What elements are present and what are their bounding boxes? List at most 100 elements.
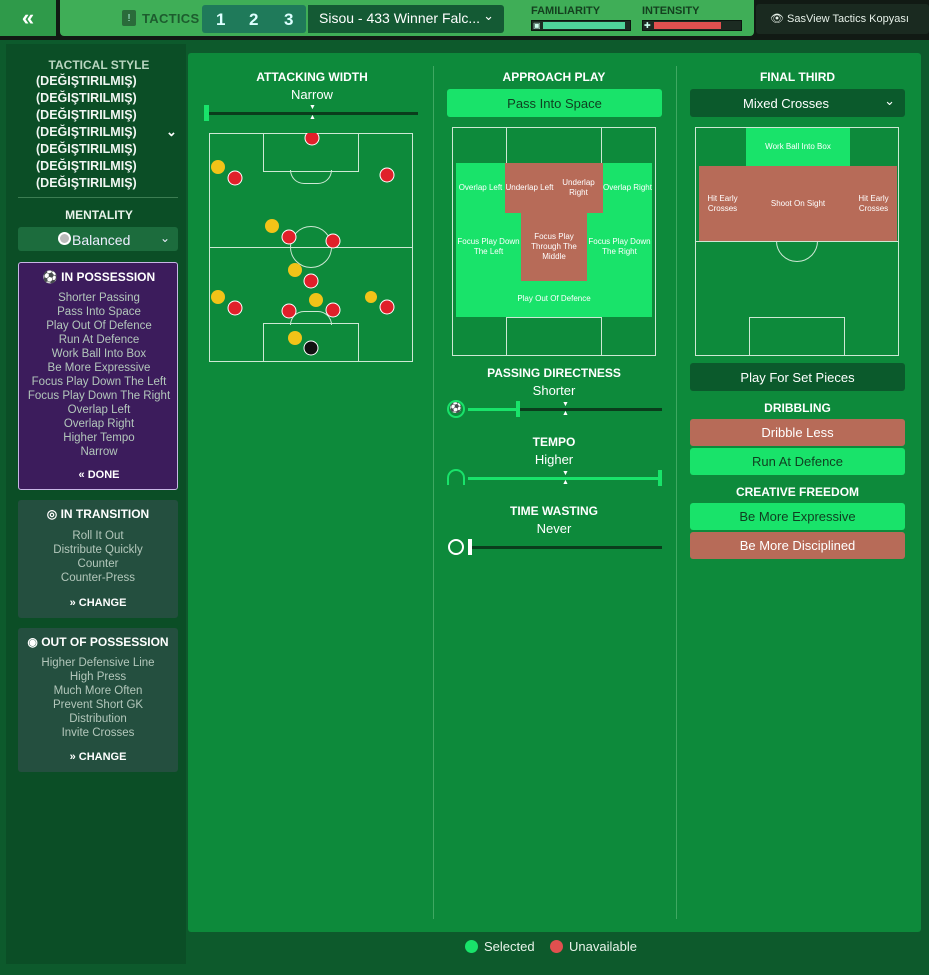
- chevron-down-icon: ⌄: [884, 93, 895, 108]
- shield-icon: ◉: [27, 635, 42, 649]
- tempo-title: TEMPO: [532, 435, 576, 449]
- tempo-value: Higher: [534, 452, 574, 467]
- in-transition-card[interactable]: ◎ IN TRANSITION Roll It Out Distribute Q…: [18, 500, 178, 618]
- double-chevron-left-icon: «: [78, 469, 88, 481]
- list-item: Distribute Quickly: [53, 544, 143, 556]
- zone-overlap-right[interactable]: Overlap Right: [603, 163, 652, 213]
- double-chevron-left-icon: «: [21, 5, 35, 30]
- intensity-label: INTENSITY: [642, 5, 700, 17]
- list-item: Pass Into Space: [57, 306, 141, 318]
- list-item: Overlap Right: [63, 418, 135, 430]
- zone-overlap-left[interactable]: Overlap Left: [456, 163, 505, 213]
- done-button[interactable]: « DONE: [78, 469, 120, 481]
- familiarity-fill: [543, 22, 625, 29]
- list-item: Counter-Press: [60, 572, 136, 584]
- chevron-down-icon: ⌄: [159, 231, 170, 245]
- tactical-style-line: (DEĞIŞTIRILMIŞ): [36, 159, 137, 173]
- ball-icon: ⚽: [447, 400, 465, 418]
- zone-shoot-on-sight[interactable]: Shoot On Sight: [746, 166, 850, 241]
- list-item: Higher Defensive Line: [41, 657, 155, 669]
- tactical-style-line: (DEĞIŞTIRILMIŞ): [36, 142, 137, 156]
- tempo-handle[interactable]: [658, 470, 662, 486]
- unavailable-legend-dot: [550, 940, 563, 953]
- list-item: Narrow: [80, 446, 118, 458]
- list-item: Run At Defence: [58, 334, 140, 346]
- column-divider: [433, 66, 434, 919]
- play-for-set-pieces-button[interactable]: Play For Set Pieces: [690, 363, 905, 391]
- list-item: Focus Play Down The Right: [27, 390, 171, 402]
- pass-into-space-button[interactable]: Pass Into Space: [447, 89, 662, 117]
- tactic-slot-3[interactable]: 3: [284, 10, 294, 29]
- chevron-down-icon[interactable]: ⌄: [166, 124, 177, 139]
- tactical-style-title: TACTICAL STYLE: [48, 58, 150, 72]
- be-more-expressive-button[interactable]: Be More Expressive: [690, 503, 905, 530]
- zone-focus-right[interactable]: Focus Play Down The Right: [587, 213, 652, 281]
- list-item: Distribution: [69, 713, 127, 725]
- marker-icon: ▲: [562, 410, 569, 417]
- zone-play-out[interactable]: Play Out Of Defence: [456, 281, 652, 317]
- change-button[interactable]: » CHANGE: [69, 751, 127, 763]
- tactical-style-line: (DEĞIŞTIRILMIŞ): [36, 74, 137, 88]
- list-item: Much More Often: [53, 685, 143, 697]
- zone-work-ball[interactable]: Work Ball Into Box: [746, 128, 850, 166]
- list-item: Shorter Passing: [58, 292, 140, 304]
- attacking-width-handle[interactable]: [204, 105, 209, 121]
- passing-directness-handle[interactable]: [516, 401, 520, 417]
- list-item: Overlap Left: [67, 404, 131, 416]
- list-item: Be More Expressive: [47, 362, 151, 374]
- intensity-icon: ✚: [644, 21, 651, 30]
- final-third-dropdown[interactable]: Mixed Crosses ⌄: [690, 89, 905, 117]
- double-chevron-right-icon: »: [69, 751, 79, 763]
- passing-directness-slider[interactable]: [468, 408, 662, 411]
- balanced-icon: [58, 232, 71, 245]
- tactic-slot-2[interactable]: 2: [249, 10, 259, 29]
- out-of-possession-title: ◉ OUT OF POSSESSION: [27, 635, 169, 649]
- zone-underlap-left[interactable]: Underlap Left: [505, 163, 554, 213]
- in-transition-title: ◎ IN TRANSITION: [46, 507, 150, 521]
- passing-directness-value: Shorter: [532, 383, 576, 398]
- run-at-defence-button[interactable]: Run At Defence: [690, 448, 905, 475]
- zone-underlap-right[interactable]: Underlap Right: [554, 163, 603, 213]
- time-wasting-slider[interactable]: [468, 546, 662, 549]
- marker-icon: ▼: [562, 470, 569, 477]
- intensity-bar: ✚: [642, 20, 742, 31]
- attacking-width-value: Narrow: [291, 87, 333, 102]
- tactic-name-dropdown[interactable]: Sisou - 433 Winner Falc... ⌄: [308, 5, 504, 33]
- in-possession-title: ⚽ IN POSSESSION: [42, 270, 156, 284]
- list-item: Prevent Short GK: [52, 699, 144, 711]
- tactics-icon: !: [122, 10, 136, 26]
- familiarity-bar: ▣: [531, 20, 631, 31]
- selected-legend-dot: [465, 940, 478, 953]
- familiarity-label: FAMILIARITY: [531, 5, 601, 17]
- attacking-width-title: ATTACKING WIDTH: [256, 70, 368, 84]
- sasview-button[interactable]: 👁 SasView Tactics Kopyası: [756, 4, 929, 34]
- tactical-style-line: (DEĞIŞTIRILMIŞ): [36, 176, 137, 190]
- stopwatch-icon: [448, 539, 464, 555]
- mentality-dropdown[interactable]: Balanced ⌄: [18, 227, 178, 251]
- dribble-less-button[interactable]: Dribble Less: [690, 419, 905, 446]
- back-button[interactable]: «: [0, 0, 56, 36]
- approach-pitch: Overlap Left Underlap Left Underlap Righ…: [452, 127, 656, 356]
- tactic-slot-1[interactable]: 1: [216, 10, 226, 29]
- change-button[interactable]: » CHANGE: [69, 597, 127, 609]
- time-wasting-handle[interactable]: [468, 539, 472, 555]
- tactic-slots: 1 2 3: [202, 5, 306, 33]
- ball-icon: ⚽: [42, 270, 62, 284]
- zone-focus-left[interactable]: Focus Play Down The Left: [456, 213, 521, 281]
- dribbling-title: DRIBBLING: [764, 401, 831, 415]
- marker-icon: ▼: [562, 401, 569, 408]
- in-possession-card[interactable]: ⚽ IN POSSESSION Shorter Passing Pass Int…: [18, 262, 178, 490]
- zone-focus-middle[interactable]: Focus Play Through The Middle: [521, 213, 587, 281]
- attacking-width-slider[interactable]: [206, 112, 418, 115]
- list-item: Invite Crosses: [61, 727, 135, 739]
- marker-icon: ▼: [309, 104, 316, 111]
- list-item: Focus Play Down The Left: [31, 376, 167, 388]
- mentality-title: MENTALITY: [65, 208, 133, 222]
- final-third-value: Mixed Crosses: [743, 96, 829, 111]
- zone-hit-early-right[interactable]: Hit Early Crosses: [850, 166, 897, 241]
- be-more-disciplined-button[interactable]: Be More Disciplined: [690, 532, 905, 559]
- double-chevron-right-icon: »: [69, 597, 79, 609]
- out-of-possession-card[interactable]: ◉ OUT OF POSSESSION Higher Defensive Lin…: [18, 628, 178, 772]
- creative-freedom-title: CREATIVE FREEDOM: [735, 485, 860, 499]
- zone-hit-early-left[interactable]: Hit Early Crosses: [699, 166, 746, 241]
